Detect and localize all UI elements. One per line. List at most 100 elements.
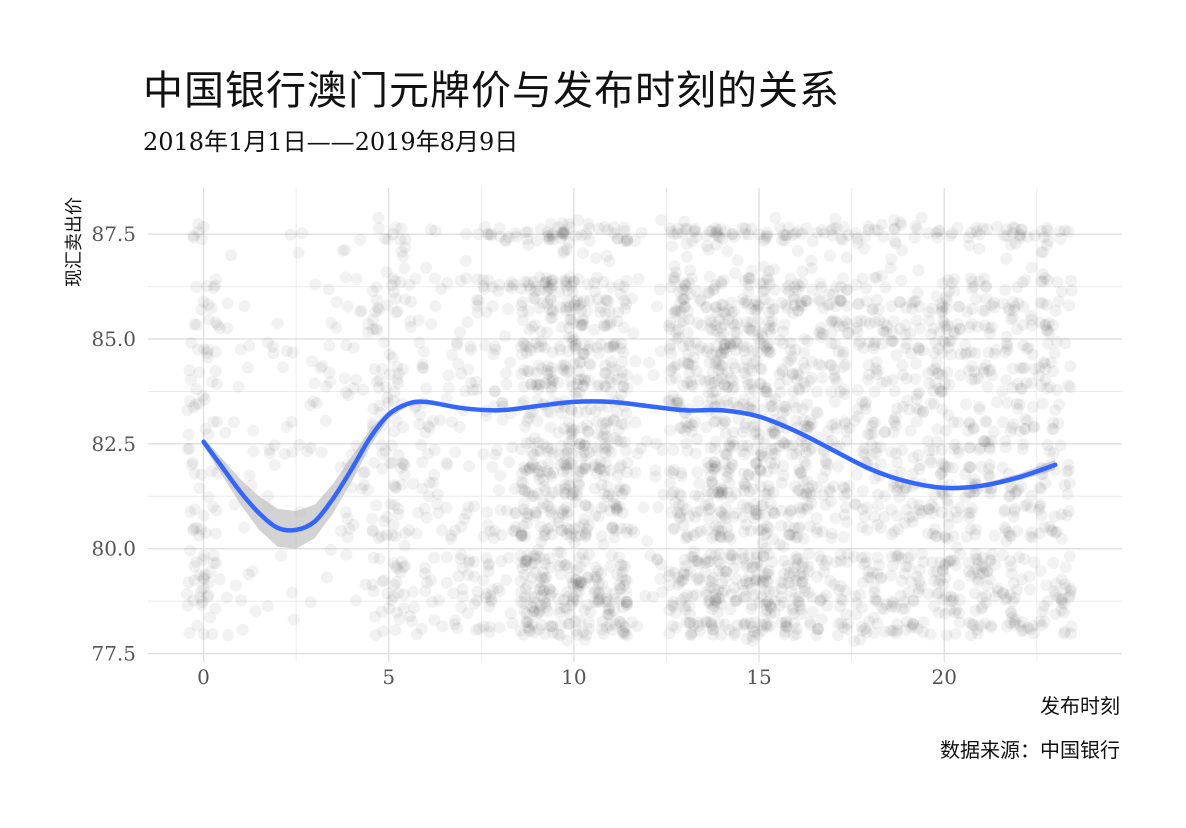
scatter-point bbox=[762, 273, 775, 286]
scatter-point bbox=[602, 608, 615, 621]
scatter-point bbox=[387, 556, 400, 569]
scatter-point bbox=[610, 502, 623, 515]
scatter-point bbox=[702, 342, 715, 355]
scatter-point bbox=[704, 597, 717, 610]
scatter-point bbox=[756, 537, 769, 550]
scatter-point bbox=[907, 595, 920, 608]
scatter-point bbox=[683, 339, 696, 352]
scatter-point bbox=[398, 602, 410, 615]
scatter-point bbox=[708, 282, 721, 295]
scatter-point bbox=[547, 374, 560, 387]
scatter-point bbox=[389, 221, 402, 234]
scatter-point bbox=[192, 343, 204, 356]
scatter-point bbox=[820, 589, 833, 602]
scatter-point bbox=[319, 414, 332, 427]
scatter-point bbox=[516, 467, 529, 480]
scatter-point bbox=[418, 562, 431, 574]
scatter-point bbox=[520, 437, 533, 450]
scatter-point bbox=[965, 226, 977, 239]
scatter-point bbox=[537, 573, 550, 586]
scatter-point bbox=[414, 408, 427, 421]
scatter-point bbox=[597, 275, 610, 288]
scatter-point bbox=[355, 482, 368, 495]
scatter-point bbox=[709, 549, 722, 562]
scatter-point bbox=[397, 561, 410, 574]
scatter-point bbox=[951, 511, 964, 524]
scatter-point bbox=[518, 394, 531, 407]
scatter-point bbox=[417, 362, 430, 375]
scatter-point bbox=[496, 396, 509, 409]
scatter-point bbox=[714, 275, 727, 288]
scatter-point bbox=[579, 462, 592, 475]
scatter-point bbox=[669, 606, 682, 619]
scatter-point bbox=[667, 596, 680, 609]
scatter-point bbox=[520, 507, 533, 520]
scatter-point bbox=[557, 227, 570, 240]
scatter-point bbox=[1055, 573, 1068, 586]
scatter-point bbox=[570, 574, 583, 587]
scatter-point bbox=[514, 595, 527, 608]
scatter-point bbox=[677, 519, 690, 532]
scatter-point bbox=[493, 585, 506, 597]
scatter-point bbox=[683, 313, 696, 326]
scatter-point bbox=[567, 590, 580, 603]
scatter-point bbox=[620, 275, 633, 288]
scatter-point bbox=[198, 343, 211, 356]
scatter-point bbox=[555, 226, 568, 239]
scatter-point bbox=[682, 358, 695, 371]
scatter-point bbox=[727, 435, 739, 448]
scatter-point bbox=[491, 582, 504, 595]
scatter-point bbox=[1041, 439, 1054, 451]
scatter-point bbox=[525, 558, 538, 571]
scatter-point bbox=[840, 425, 853, 438]
scatter-point bbox=[461, 607, 474, 619]
scatter-point bbox=[605, 361, 618, 374]
scatter-point bbox=[739, 559, 752, 572]
scatter-point bbox=[672, 331, 685, 344]
scatter-point bbox=[521, 276, 534, 289]
scatter-point bbox=[392, 587, 405, 599]
scatter-point bbox=[440, 456, 453, 469]
scatter-point bbox=[738, 274, 751, 287]
scatter-point bbox=[705, 459, 718, 472]
points-layer bbox=[181, 211, 1078, 647]
scatter-point bbox=[534, 223, 547, 236]
scatter-point bbox=[416, 361, 429, 374]
scatter-point bbox=[579, 499, 592, 512]
scatter-point bbox=[590, 416, 603, 428]
scatter-point bbox=[472, 228, 485, 241]
scatter-point bbox=[787, 385, 800, 398]
scatter-point bbox=[705, 575, 718, 588]
scatter-point bbox=[620, 297, 633, 310]
scatter-point bbox=[701, 485, 714, 498]
scatter-point bbox=[429, 224, 442, 237]
scatter-point bbox=[577, 294, 590, 307]
scatter-point bbox=[460, 227, 473, 240]
scatter-point bbox=[535, 535, 548, 548]
scatter-point bbox=[526, 320, 539, 333]
scatter-point bbox=[736, 221, 749, 234]
scatter-point bbox=[689, 588, 702, 601]
scatter-point bbox=[529, 566, 542, 579]
scatter-point bbox=[578, 348, 591, 360]
scatter-point bbox=[667, 443, 680, 456]
scatter-point bbox=[620, 526, 633, 539]
scatter-point bbox=[1007, 418, 1020, 431]
scatter-point bbox=[962, 556, 975, 569]
scatter-point bbox=[740, 518, 753, 531]
scatter-point bbox=[455, 548, 468, 561]
scatter-point bbox=[681, 223, 693, 236]
scatter-point bbox=[854, 588, 867, 601]
scatter-point bbox=[841, 251, 853, 264]
scatter-point bbox=[796, 575, 809, 588]
scatter-point bbox=[471, 273, 484, 286]
scatter-point bbox=[927, 566, 940, 578]
scatter-point bbox=[541, 522, 554, 535]
scatter-point bbox=[651, 300, 663, 313]
scatter-point bbox=[547, 466, 560, 479]
scatter-point bbox=[706, 478, 719, 491]
scatter-point bbox=[555, 546, 567, 559]
scatter-point bbox=[202, 428, 215, 441]
scatter-point bbox=[533, 302, 546, 314]
scatter-point bbox=[369, 610, 382, 623]
